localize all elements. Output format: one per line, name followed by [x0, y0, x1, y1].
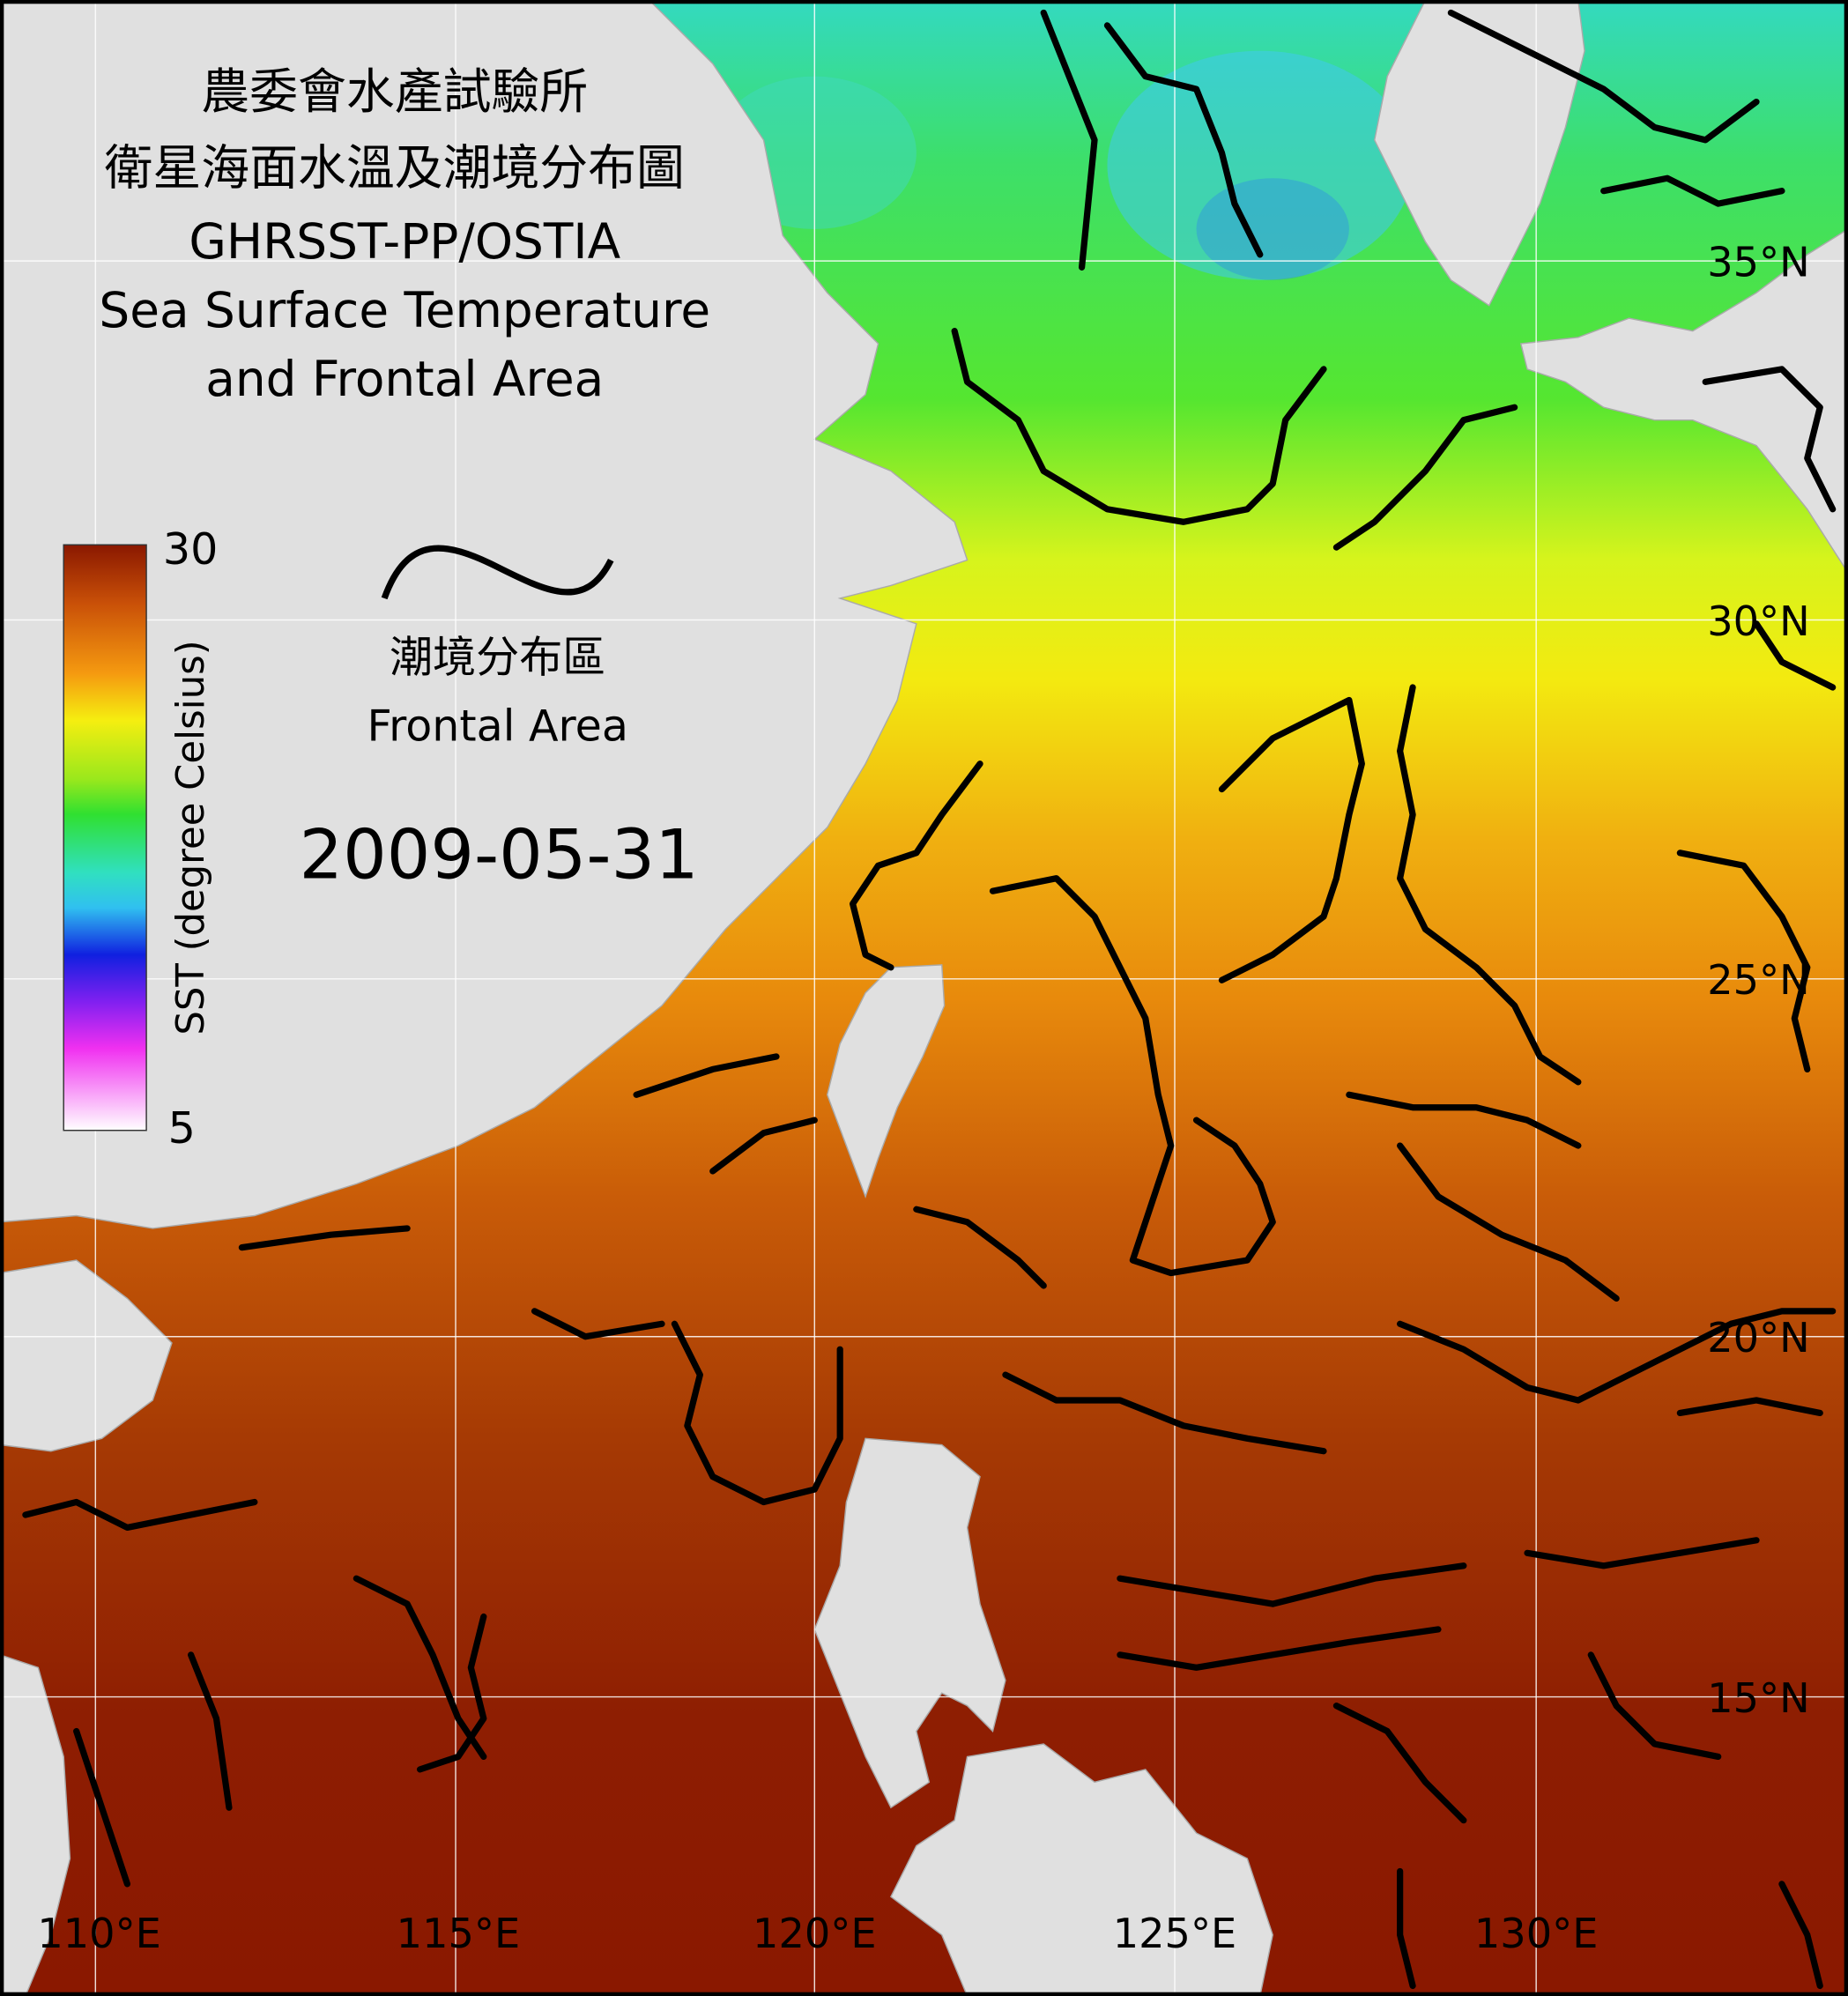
front	[709, 1117, 818, 1175]
lat-label: 15°N	[1707, 1674, 1809, 1722]
front	[633, 1053, 780, 1098]
colorbar-max: 30	[163, 523, 218, 575]
front	[1397, 1308, 1837, 1404]
front	[1117, 1562, 1467, 1607]
frontal-areas	[22, 9, 1837, 1990]
philippines-land	[890, 1743, 1273, 1996]
colorbar-label: SST (degree Celsius)	[169, 640, 213, 1035]
japan-land	[1519, 228, 1848, 575]
front	[1702, 366, 1837, 513]
colorbar-ramp	[63, 544, 147, 1132]
front	[22, 1498, 258, 1532]
legend-label-zh: 潮境分布區	[390, 632, 605, 683]
cold-water	[1107, 50, 1414, 280]
lon-label: 125°E	[1113, 1910, 1236, 1957]
front	[73, 1727, 131, 1888]
china-land	[0, 0, 969, 1229]
front	[913, 1206, 1047, 1289]
legend-label-en: Frontal Area	[367, 701, 627, 752]
korea-land	[1373, 0, 1585, 307]
title-block: 農委會水產試驗所 衛星海面水溫及潮境分布圖 GHRSST-PP/OSTIA Se…	[99, 63, 710, 407]
colorbar: 30 5 SST (degree Celsius)	[63, 523, 218, 1154]
title-line: 農委會水產試驗所	[201, 63, 588, 120]
lon-labels: 110°E 115°E 120°E 125°E 130°E	[37, 1910, 1598, 1957]
front	[1332, 1703, 1467, 1824]
front	[850, 761, 983, 971]
title-line: and Frontal Area	[205, 351, 604, 407]
vietnam-land	[0, 1654, 71, 1996]
luzon-land	[813, 1437, 1006, 1809]
front	[1040, 9, 1098, 271]
front	[951, 327, 1327, 525]
front	[1103, 22, 1264, 258]
colorbar-min: 5	[168, 1102, 196, 1154]
front	[1397, 1142, 1620, 1302]
front	[1676, 850, 1811, 1073]
front	[1346, 1091, 1582, 1149]
front	[1397, 684, 1582, 1086]
taiwan-land	[826, 964, 946, 1199]
front	[1600, 174, 1785, 207]
front	[671, 1320, 843, 1506]
lon-label: 130°E	[1474, 1910, 1598, 1957]
cold-water	[1196, 178, 1349, 280]
front-legend: 潮境分布區 Frontal Area	[367, 545, 628, 752]
lat-label: 30°N	[1707, 597, 1809, 645]
front	[1587, 1651, 1722, 1761]
front	[1218, 696, 1365, 983]
date: 2009-05-31	[300, 816, 699, 895]
front	[1447, 9, 1760, 144]
front	[989, 875, 1276, 1277]
hainan-land	[0, 1259, 173, 1452]
title-line: GHRSST-PP/OSTIA	[189, 213, 620, 270]
lat-label: 25°N	[1707, 956, 1809, 1004]
front	[1002, 1371, 1327, 1455]
lat-label: 35°N	[1707, 238, 1809, 286]
front	[1778, 1881, 1823, 1990]
front	[1524, 1537, 1760, 1569]
title-line: Sea Surface Temperature	[99, 282, 710, 338]
front	[353, 1575, 487, 1761]
lat-label: 20°N	[1707, 1314, 1809, 1362]
legend-symbol	[381, 545, 614, 600]
front	[1332, 404, 1518, 551]
front	[1676, 1397, 1823, 1417]
front	[416, 1613, 487, 1773]
front	[238, 1225, 411, 1251]
front	[531, 1308, 665, 1340]
lat-labels: 35°N 30°N 25°N 20°N 15°N	[1707, 238, 1809, 1721]
front	[1117, 1626, 1442, 1671]
title-line: 衛星海面水溫及潮境分布圖	[104, 139, 684, 196]
lon-label: 110°E	[37, 1910, 160, 1957]
front	[1753, 620, 1837, 691]
lon-label: 115°E	[397, 1910, 520, 1957]
front	[1397, 1867, 1416, 1990]
front	[188, 1651, 233, 1811]
lon-label: 120°E	[753, 1910, 876, 1957]
